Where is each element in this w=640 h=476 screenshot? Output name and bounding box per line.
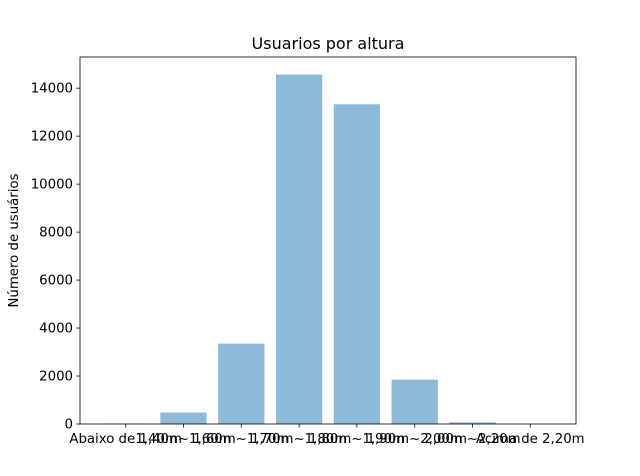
bar-6 [449,422,496,424]
y-ticks-group: 0 2000 4000 6000 8000 10000 12000 14000 [31,82,80,433]
x-tick-label: 1,80m~1,90m [309,432,405,447]
y-tick-label: 8000 [39,226,73,241]
x-tick-label: 2,00m~2,20m [424,432,520,447]
bar-4 [333,104,381,425]
y-axis-label: Número de usuários [6,173,22,307]
x-tick-label: Acima de 2,20m [476,432,585,447]
x-tick-label: 1,70m~1,80m [251,432,347,447]
y-tick-label: 6000 [39,274,73,289]
plot-frame [79,56,577,425]
x-tick-label: Abaixo de 1,40m [69,432,182,447]
y-tick-label: 2000 [39,370,73,385]
bars-group [102,74,554,425]
y-tick-label: 14000 [31,82,73,97]
y-tick-label: 0 [65,418,73,433]
chart-title: Usuarios por altura [252,34,405,53]
y-tick-label: 4000 [39,322,73,337]
y-tick-label: 10000 [31,178,73,193]
x-tick-label: 1,60m~1,70m [193,432,289,447]
bar-1 [160,412,207,424]
bar-5 [391,379,438,424]
x-tick-label: 1,40m~1,60m [135,432,231,447]
bar-2 [218,343,265,424]
bar-3 [275,74,323,424]
x-tick-label: 1,90m~2,00m [367,432,463,447]
x-ticks-group: Abaixo de 1,40m1,40m~1,60m1,60m~1,70m1,7… [69,424,585,447]
y-tick-label: 12000 [31,130,73,145]
